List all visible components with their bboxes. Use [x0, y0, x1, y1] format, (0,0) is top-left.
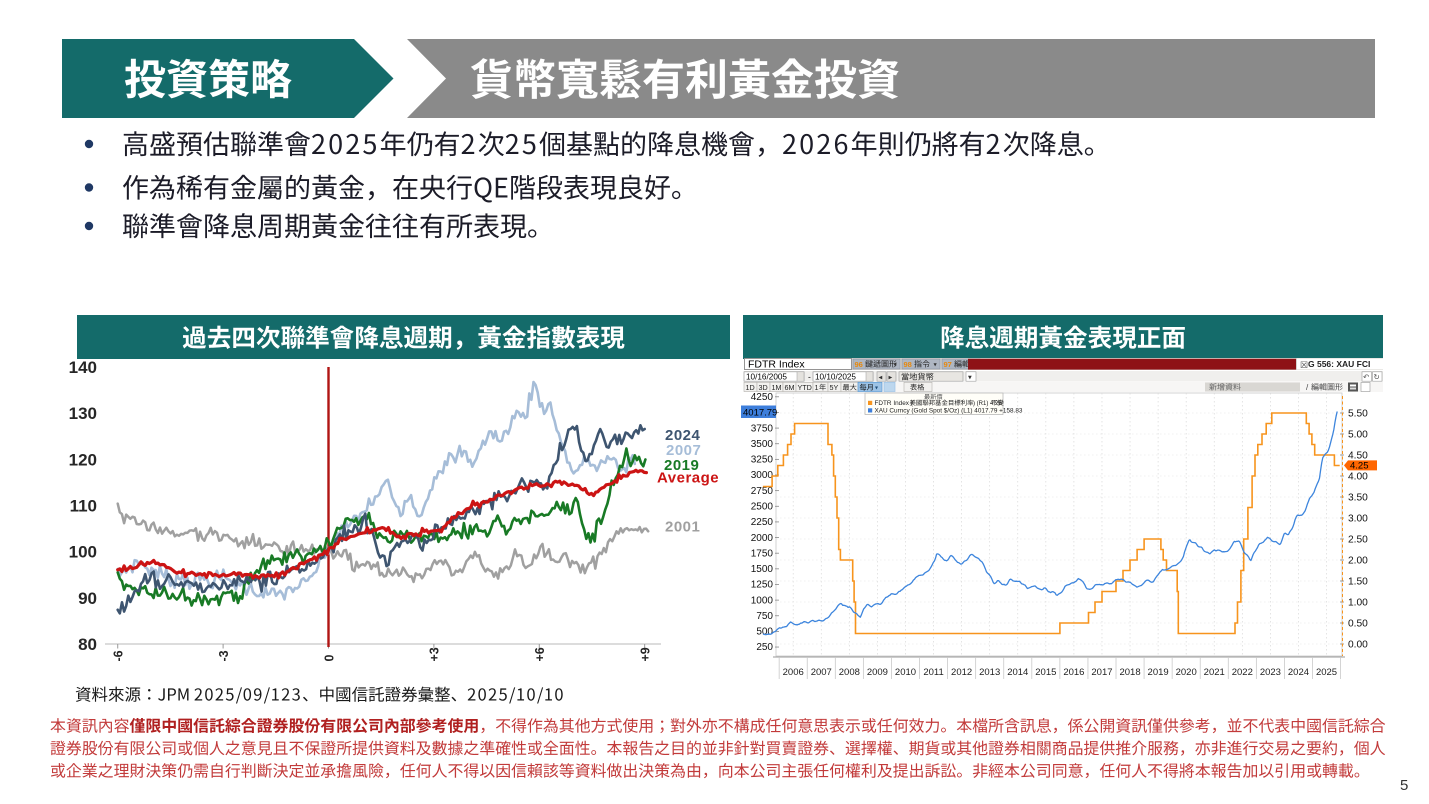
svg-text:10/16/2005: 10/16/2005 — [746, 373, 787, 382]
svg-text:3D: 3D — [759, 383, 768, 392]
svg-text:FDTR Index (: FDTR Index ( — [875, 400, 914, 407]
svg-text:2250: 2250 — [751, 517, 774, 528]
svg-text:+6: +6 — [533, 647, 547, 661]
svg-text:2009: 2009 — [867, 667, 888, 678]
svg-text:▾: ▾ — [934, 362, 938, 369]
svg-text:1.00: 1.00 — [1348, 597, 1368, 608]
svg-text:2013: 2013 — [979, 667, 1000, 678]
svg-text:YTD: YTD — [798, 383, 812, 392]
svg-text:3.00: 3.00 — [1348, 513, 1368, 524]
svg-text:4.25: 4.25 — [1350, 461, 1369, 472]
svg-text:+3: +3 — [428, 647, 442, 661]
svg-text:2019: 2019 — [664, 457, 699, 474]
svg-text:110: 110 — [70, 496, 97, 515]
svg-text:1250: 1250 — [751, 580, 774, 591]
svg-text:3250: 3250 — [751, 455, 774, 466]
svg-text:2.50: 2.50 — [1348, 534, 1368, 545]
svg-text:3.50: 3.50 — [1348, 492, 1368, 503]
svg-text:1D: 1D — [746, 383, 755, 392]
svg-text:6M: 6M — [785, 383, 795, 392]
svg-text:5.50: 5.50 — [1348, 408, 1368, 419]
svg-text:2011: 2011 — [923, 667, 943, 678]
svg-text:5Y: 5Y — [830, 383, 839, 392]
svg-text:G 556: XAU FCI: G 556: XAU FCI — [1308, 359, 1370, 369]
svg-text:2022: 2022 — [1232, 667, 1253, 678]
svg-text:1.50: 1.50 — [1348, 576, 1368, 587]
svg-text:2023: 2023 — [1260, 667, 1281, 678]
svg-text:5: 5 — [1400, 777, 1408, 794]
svg-text:96: 96 — [855, 360, 863, 369]
svg-text:▸: ▸ — [889, 372, 893, 381]
svg-text:↻: ↻ — [1374, 373, 1380, 382]
svg-text:▾: ▾ — [875, 385, 878, 391]
svg-text:100: 100 — [69, 543, 97, 562]
svg-text:1750: 1750 — [751, 548, 774, 559]
svg-text:3750: 3750 — [751, 423, 774, 434]
svg-text:1: 1 — [815, 383, 819, 392]
svg-text:2019: 2019 — [1148, 667, 1169, 678]
svg-text:4017.79: 4017.79 — [743, 408, 777, 419]
svg-text:750: 750 — [756, 611, 773, 622]
svg-text:2750: 2750 — [751, 486, 774, 497]
svg-text:2018: 2018 — [1119, 667, 1140, 678]
svg-text:2007: 2007 — [666, 442, 701, 459]
svg-text:2500: 2500 — [751, 501, 774, 512]
svg-text:250: 250 — [756, 642, 773, 653]
svg-text:2.00: 2.00 — [1348, 555, 1368, 566]
svg-text:5.00: 5.00 — [1348, 429, 1368, 440]
svg-text:500: 500 — [756, 627, 773, 638]
svg-text:-3: -3 — [217, 650, 231, 661]
svg-text:2016: 2016 — [1063, 667, 1084, 678]
svg-text:Average: Average — [657, 470, 719, 487]
svg-text:80: 80 — [78, 635, 97, 654]
svg-text:FDTR Index: FDTR Index — [748, 359, 805, 371]
svg-text:-6: -6 — [112, 650, 126, 661]
svg-text:4250: 4250 — [751, 392, 774, 403]
svg-text:0: 0 — [322, 655, 336, 662]
svg-text:2015: 2015 — [1035, 667, 1056, 678]
svg-text:☒: ☒ — [1300, 360, 1308, 370]
svg-text:↶: ↶ — [1363, 373, 1370, 382]
svg-text:3000: 3000 — [751, 470, 774, 481]
svg-text:2001: 2001 — [665, 519, 700, 536]
svg-text:2021: 2021 — [1204, 667, 1225, 678]
svg-text:140: 140 — [69, 358, 97, 377]
svg-text:2006: 2006 — [783, 667, 804, 678]
svg-text:2024: 2024 — [665, 427, 701, 444]
svg-text:) (R1) 4.25: ) (R1) 4.25 — [973, 401, 1002, 407]
svg-text:/: / — [1306, 383, 1309, 392]
svg-text:+9: +9 — [638, 647, 652, 661]
svg-text:130: 130 — [69, 404, 97, 423]
svg-text:0.00: 0.00 — [1348, 639, 1368, 650]
svg-text:2007: 2007 — [811, 667, 832, 678]
svg-text:XAU Curncy (Gold Spot $/Oz): XAU Curncy (Gold Spot $/Oz) (L1) 4017.79… — [875, 408, 1023, 415]
svg-text:2000: 2000 — [751, 533, 774, 544]
svg-text:4.50: 4.50 — [1348, 450, 1368, 461]
svg-text:2017: 2017 — [1091, 667, 1112, 678]
svg-text:120: 120 — [69, 450, 97, 469]
svg-text:-: - — [808, 372, 811, 382]
svg-text:1000: 1000 — [751, 595, 774, 606]
svg-text:4.00: 4.00 — [1348, 471, 1368, 482]
svg-text:▾: ▾ — [894, 362, 898, 369]
svg-text:1500: 1500 — [751, 564, 774, 575]
svg-text:2024: 2024 — [1288, 667, 1309, 678]
svg-text:▾: ▾ — [968, 372, 972, 381]
svg-text:1M: 1M — [772, 383, 782, 392]
svg-text:2008: 2008 — [839, 667, 860, 678]
svg-text:0.50: 0.50 — [1348, 618, 1368, 629]
svg-text:98: 98 — [904, 360, 912, 369]
svg-text:2020: 2020 — [1176, 667, 1197, 678]
svg-text:90: 90 — [78, 589, 97, 608]
svg-text:2014: 2014 — [1007, 667, 1028, 678]
svg-text:2010: 2010 — [895, 667, 916, 678]
svg-text:3500: 3500 — [751, 439, 774, 450]
svg-text:97: 97 — [944, 360, 952, 369]
svg-text:◂: ◂ — [879, 372, 883, 381]
svg-text:10/10/2025: 10/10/2025 — [815, 373, 856, 382]
svg-text:2025: 2025 — [1316, 667, 1337, 678]
svg-text:2012: 2012 — [951, 667, 972, 678]
